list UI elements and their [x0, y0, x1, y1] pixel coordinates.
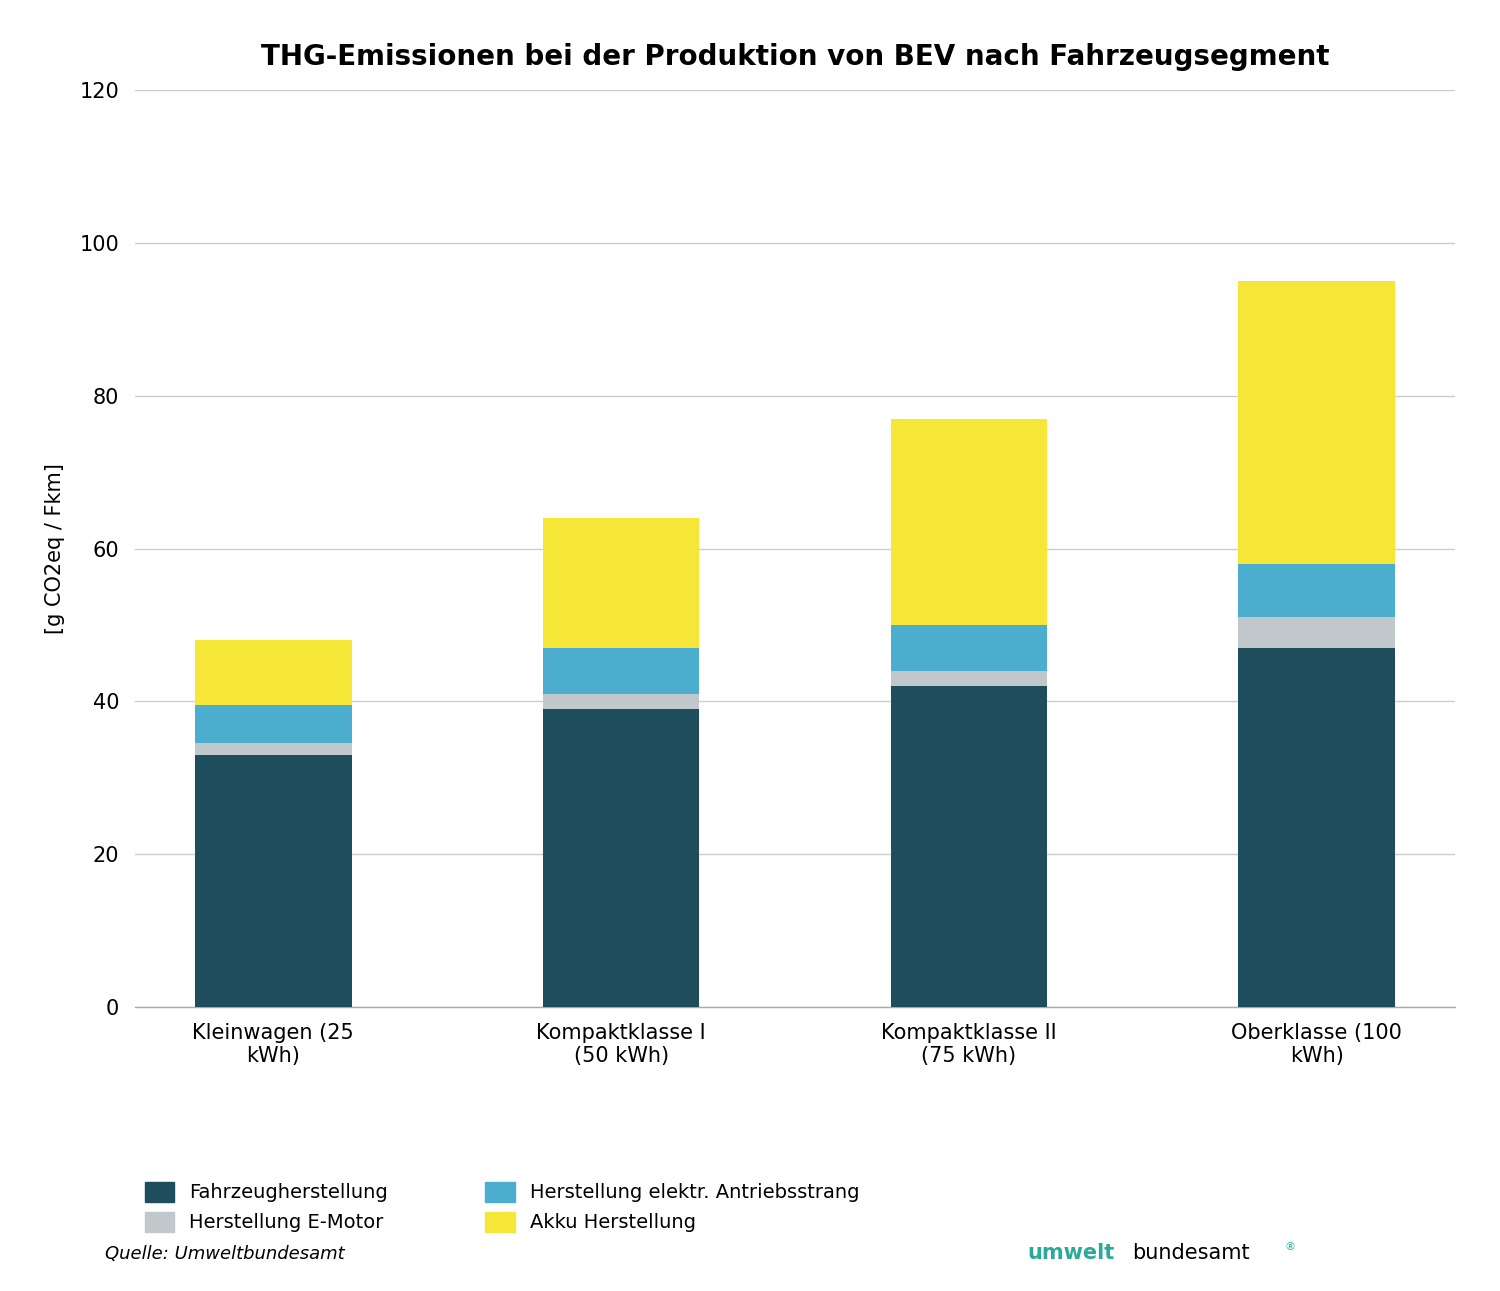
Bar	[543, 709, 699, 1007]
Bar	[195, 744, 351, 755]
Title: THG-Emissionen bei der Produktion von BEV nach Fahrzeugsegment: THG-Emissionen bei der Produktion von BE…	[261, 44, 1329, 71]
Bar	[1239, 281, 1395, 564]
Bar	[891, 418, 1047, 625]
Bar	[543, 648, 699, 693]
Text: umwelt: umwelt	[1028, 1243, 1114, 1263]
Bar	[891, 671, 1047, 687]
Bar	[195, 640, 351, 705]
Bar	[1239, 617, 1395, 648]
Bar	[891, 625, 1047, 671]
Bar	[543, 693, 699, 709]
Legend: Fahrzeugherstellung, Herstellung E-Motor, Herstellung elektr. Antriebsstrang, Ak: Fahrzeugherstellung, Herstellung E-Motor…	[144, 1181, 860, 1233]
Bar	[543, 518, 699, 648]
Text: bundesamt: bundesamt	[1132, 1243, 1250, 1263]
Text: ®: ®	[1284, 1242, 1294, 1252]
Bar	[195, 705, 351, 744]
Bar	[1239, 648, 1395, 1007]
Bar	[1239, 564, 1395, 617]
Text: Quelle: Umweltbundesamt: Quelle: Umweltbundesamt	[105, 1245, 345, 1263]
Bar	[891, 687, 1047, 1007]
Y-axis label: [g CO2eq / Fkm]: [g CO2eq / Fkm]	[45, 463, 66, 634]
Bar	[195, 755, 351, 1007]
